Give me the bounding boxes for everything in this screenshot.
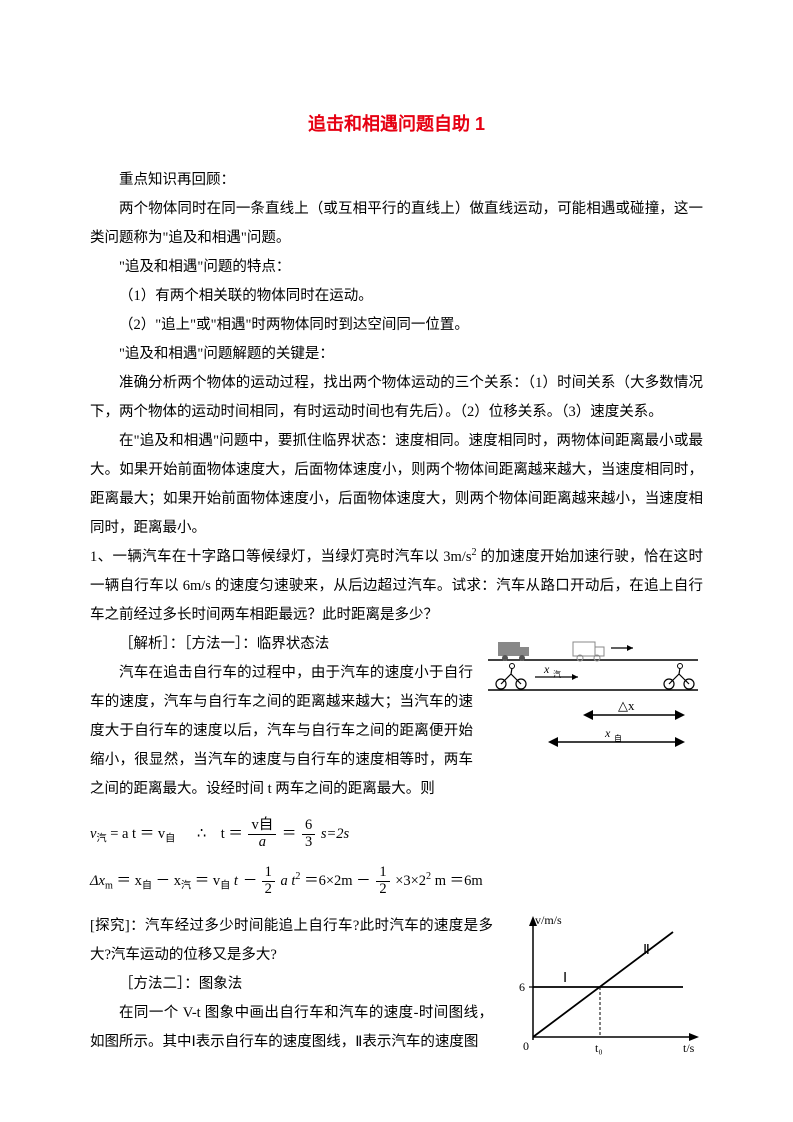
eq-sub: 自 xyxy=(142,881,152,892)
paragraph: （2）"追上"或"相遇"时两物体同时到达空间同一位置。 xyxy=(90,311,703,340)
eq-text: ∴ t ＝ xyxy=(197,826,243,842)
figure-diagram-1: x 汽 △x x 自 xyxy=(483,630,703,760)
frac-den: 3 xyxy=(302,835,315,851)
paragraph: "追及和相遇"问题的特点： xyxy=(90,253,703,282)
label-II: Ⅱ xyxy=(643,943,650,958)
eq-text: ＝6×2m － xyxy=(304,873,371,889)
q1-text-a: 1、一辆汽车在十字路口等候绿灯，当绿灯亮时汽车以 3m/s xyxy=(90,549,471,565)
equation-2: Δxm ＝ x自 － x汽 ＝ v自 t － 12 a t2 ＝6×2m － 1… xyxy=(90,865,703,898)
bike-icon-right xyxy=(664,664,694,690)
label-x-zi-sub: 自 xyxy=(614,733,622,743)
eq-sub: m xyxy=(105,881,113,892)
eq-sup: 2 xyxy=(295,871,300,882)
fraction: 12 xyxy=(262,865,275,898)
paragraph: 两个物体同时在同一条直线上（或互相平行的直线上）做直线运动，可能相遇或碰撞，这一… xyxy=(90,195,703,253)
tick-6: 6 xyxy=(519,980,525,994)
equation-1: v汽 = a t ＝ v自 ∴ t ＝ v自a ＝ 63 s=2s xyxy=(90,818,703,851)
eq-text: ＝ v xyxy=(195,873,220,889)
frac-den: 2 xyxy=(262,882,275,898)
truck-icon-outline xyxy=(573,642,604,661)
label-x-qi-sub: 汽 xyxy=(553,669,561,679)
question-1: 1、一辆汽车在十字路口等候绿灯，当绿灯亮时汽车以 3m/s2 的加速度开始加速行… xyxy=(90,543,703,630)
paragraph: （1）有两个相关联的物体同时在运动。 xyxy=(90,282,703,311)
eq-text: － x xyxy=(156,873,181,889)
truck-icon xyxy=(498,642,529,661)
t0-label: t₀ xyxy=(595,1041,603,1055)
fraction: 12 xyxy=(376,865,389,898)
paragraph: 准确分析两个物体的运动过程，找出两个物体运动的三个关系：（1）时间关系（大多数情… xyxy=(90,369,703,427)
vt-graph-svg: v/m/s t/s 0 6 t₀ Ⅰ Ⅱ xyxy=(503,912,703,1062)
label-x-zi: x xyxy=(604,726,611,740)
paragraph: "追及和相遇"问题解题的关键是： xyxy=(90,340,703,369)
eq-text: ×3×2 xyxy=(395,873,426,889)
eq-text: t － xyxy=(234,873,256,889)
eq-sub: 汽 xyxy=(96,834,106,845)
label-x-qi: x xyxy=(543,662,550,676)
eq-text: a t xyxy=(281,873,296,889)
paragraph-intro: 重点知识再回顾： xyxy=(90,166,703,195)
eq-text: ＝ x xyxy=(116,873,141,889)
eq-sub: 自 xyxy=(220,881,230,892)
eq-text: s=2s xyxy=(321,826,349,842)
eq-sub: 汽 xyxy=(181,881,191,892)
fraction: v自a xyxy=(248,818,276,851)
figure-graph-2: v/m/s t/s 0 6 t₀ Ⅰ Ⅱ xyxy=(503,912,703,1062)
eq-text: ＝ xyxy=(282,826,297,842)
label-I: Ⅰ xyxy=(563,971,567,986)
eq-sub: 自 xyxy=(165,834,175,845)
bike-icon xyxy=(496,664,526,690)
paragraph: 在"追及和相遇"问题中，要抓住临界状态：速度相同。速度相同时，两物体间距离最小或… xyxy=(90,427,703,543)
diagram-svg: x 汽 △x x 自 xyxy=(483,630,703,760)
eq-text: m ＝6m xyxy=(435,873,483,889)
frac-num: 1 xyxy=(376,865,389,882)
eq-var: Δx xyxy=(90,873,105,889)
origin-label: 0 xyxy=(523,1039,529,1053)
fraction: 63 xyxy=(302,818,315,851)
eq-sup: 2 xyxy=(426,871,431,882)
page-title: 追击和相遇问题自助 1 xyxy=(90,110,703,136)
axis-label-y: v/m/s xyxy=(535,913,562,927)
frac-den: 2 xyxy=(376,882,389,898)
frac-den: a xyxy=(248,835,276,851)
frac-num: 6 xyxy=(302,818,315,835)
axis-label-x: t/s xyxy=(683,1041,695,1055)
frac-num: v自 xyxy=(248,818,276,835)
eq-text: = a t ＝ v xyxy=(107,826,166,842)
label-delta-x: △x xyxy=(618,698,635,713)
frac-num: 1 xyxy=(262,865,275,882)
